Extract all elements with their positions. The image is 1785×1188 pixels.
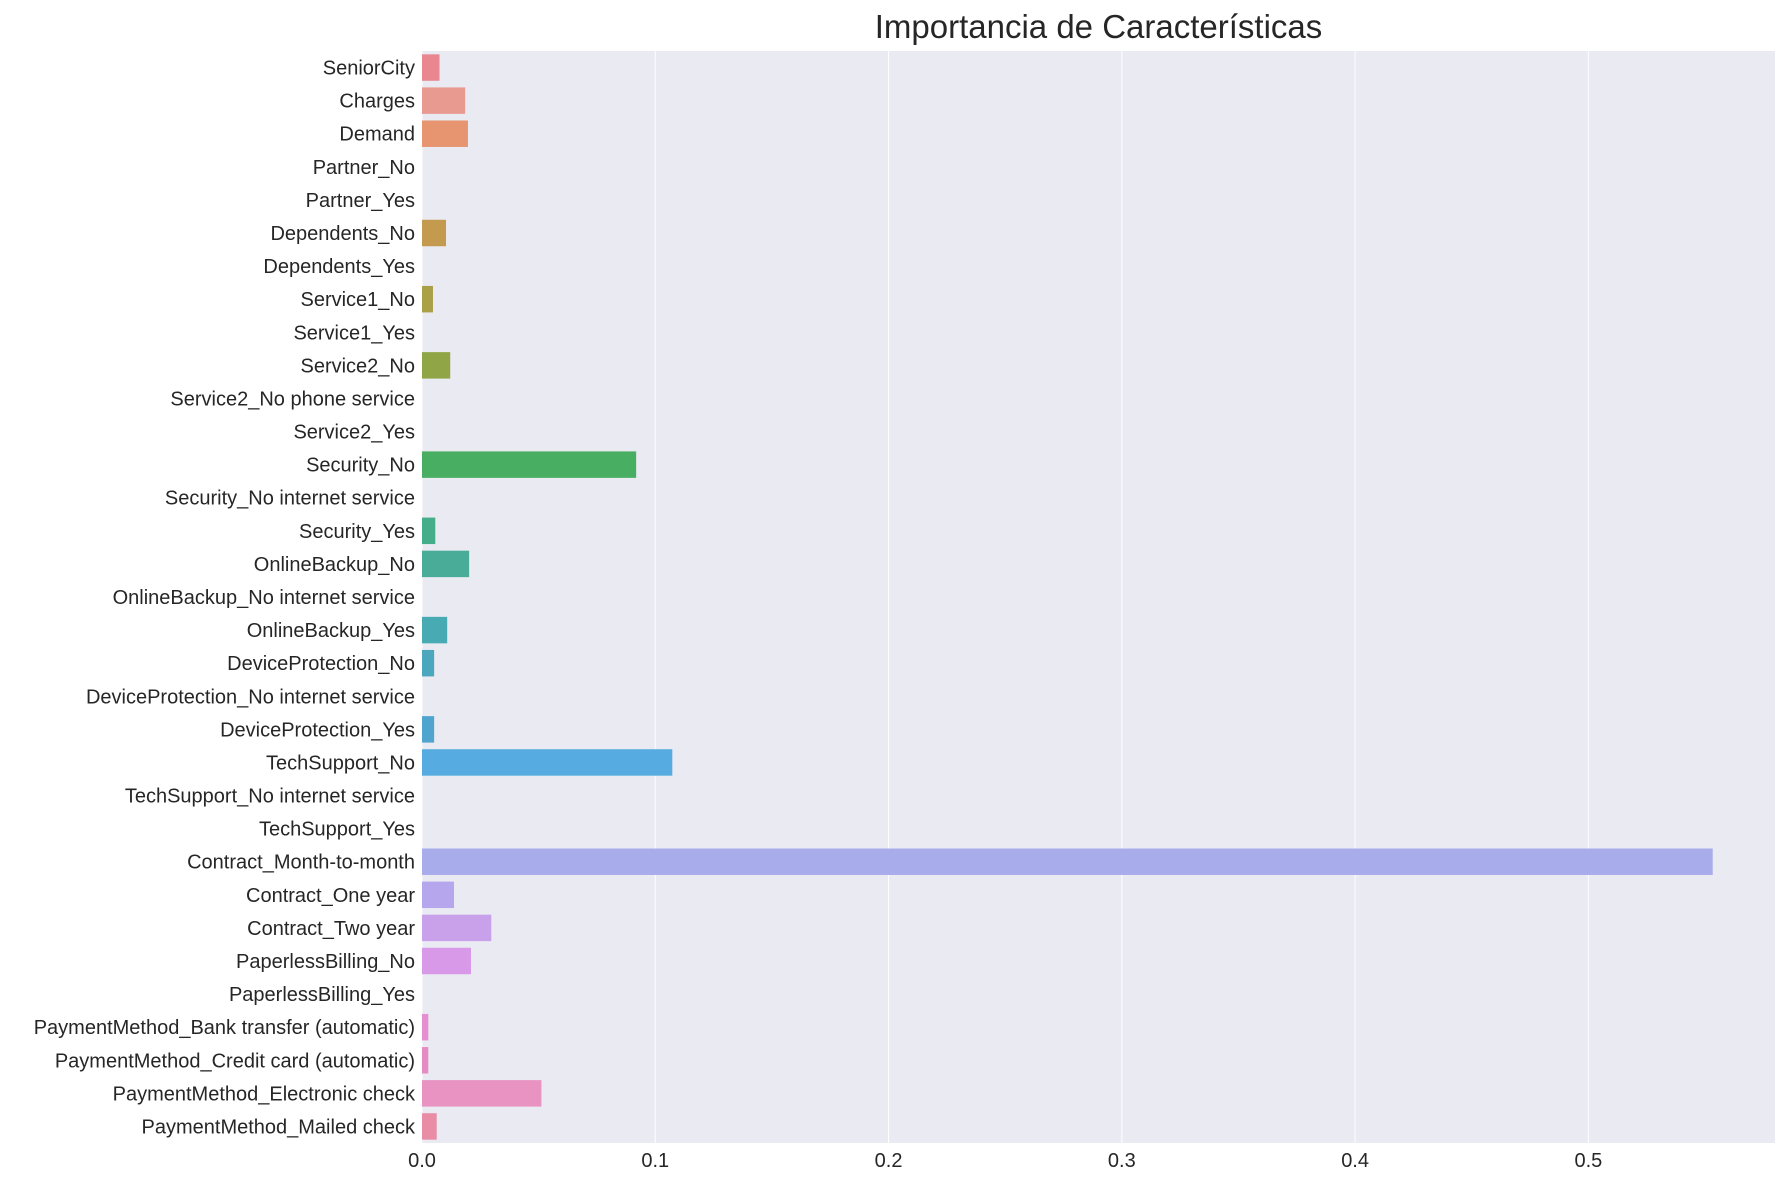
y-tick-label: Service2_No phone service bbox=[170, 388, 415, 410]
y-tick-label: TechSupport_No bbox=[266, 752, 415, 774]
x-tick-label: 0.2 bbox=[875, 1150, 903, 1172]
bar bbox=[422, 54, 440, 81]
y-tick-label: Dependents_Yes bbox=[263, 256, 415, 278]
bar bbox=[422, 451, 637, 478]
x-tick-label: 0.3 bbox=[1108, 1150, 1136, 1172]
y-tick-labels: SeniorCity Charges Demand Partner_No Partner… bbox=[34, 58, 416, 1139]
y-tick-label: PaymentMethod_Electronic check bbox=[113, 1083, 416, 1105]
y-tick-label: PaymentMethod_Bank transfer (automatic) bbox=[34, 1017, 415, 1039]
bar bbox=[422, 947, 471, 975]
chart-title: Importancia de Características bbox=[875, 8, 1323, 45]
y-tick-label: Service2_Yes bbox=[293, 422, 415, 444]
bar bbox=[422, 716, 435, 743]
bar bbox=[422, 914, 492, 942]
x-tick-label: 0.0 bbox=[408, 1150, 436, 1172]
y-tick-label: Partner_No bbox=[313, 157, 415, 179]
y-tick-label: OnlineBackup_No bbox=[254, 554, 415, 576]
bar bbox=[422, 848, 1713, 875]
y-tick-label: Partner_Yes bbox=[306, 190, 415, 212]
x-tick-label: 0.1 bbox=[641, 1150, 669, 1172]
y-tick-label: Dependents_No bbox=[270, 223, 415, 245]
y-tick-label: PaperlessBilling_Yes bbox=[229, 984, 415, 1006]
bar bbox=[422, 352, 451, 379]
y-tick-label: Service1_No bbox=[300, 289, 415, 311]
bar bbox=[422, 1047, 429, 1074]
bar bbox=[422, 649, 435, 677]
y-tick-label: TechSupport_Yes bbox=[259, 819, 415, 841]
bar bbox=[422, 749, 673, 776]
y-tick-label: Security_Yes bbox=[299, 521, 415, 543]
y-tick-label: DeviceProtection_Yes bbox=[220, 719, 415, 741]
y-tick-label: Service1_Yes bbox=[293, 322, 415, 344]
y-tick-label: Contract_Month-to-month bbox=[187, 852, 415, 874]
bar bbox=[422, 219, 447, 247]
bar bbox=[422, 1113, 437, 1140]
y-tick-label: PaymentMethod_Mailed check bbox=[142, 1116, 416, 1138]
y-tick-label: Contract_Two year bbox=[247, 918, 415, 940]
x-tick-label: 0.5 bbox=[1574, 1150, 1602, 1172]
y-tick-label: Demand bbox=[339, 124, 415, 146]
bar bbox=[422, 881, 454, 909]
y-tick-label: OnlineBackup_No internet service bbox=[113, 587, 415, 609]
x-tick-label: 0.4 bbox=[1341, 1150, 1369, 1172]
y-tick-label: SeniorCity bbox=[323, 58, 415, 80]
y-tick-label: PaymentMethod_Credit card (automatic) bbox=[55, 1050, 415, 1072]
plot-area bbox=[422, 51, 1775, 1143]
bar bbox=[422, 120, 468, 147]
y-tick-label: DeviceProtection_No internet service bbox=[86, 686, 415, 708]
bars bbox=[422, 54, 1713, 1140]
bar bbox=[422, 550, 470, 578]
bar bbox=[422, 285, 433, 313]
y-tick-label: Service2_No bbox=[300, 355, 415, 377]
y-tick-label: Contract_One year bbox=[246, 885, 415, 907]
y-tick-label: OnlineBackup_Yes bbox=[247, 620, 415, 642]
bar bbox=[422, 1013, 429, 1041]
bar bbox=[422, 1080, 542, 1107]
y-tick-label: Security_No internet service bbox=[165, 488, 415, 510]
bar bbox=[422, 87, 466, 114]
y-tick-label: PaperlessBilling_No bbox=[236, 951, 415, 973]
bar bbox=[422, 616, 448, 644]
y-tick-label: TechSupport_No internet service bbox=[125, 786, 415, 808]
x-tick-labels: 0.0 0.1 0.2 0.3 0.4 0.5 bbox=[408, 1150, 1602, 1172]
y-tick-label: DeviceProtection_No bbox=[227, 653, 415, 675]
bar bbox=[422, 517, 436, 545]
y-tick-label: Security_No bbox=[306, 455, 415, 477]
y-tick-label: Charges bbox=[339, 91, 415, 113]
